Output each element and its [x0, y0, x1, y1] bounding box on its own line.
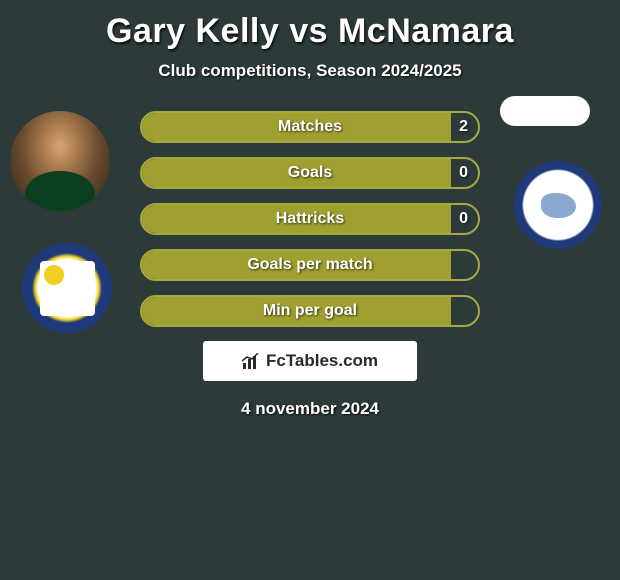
stat-row-gpm: Goals per match: [140, 249, 480, 281]
player-right-avatar: [500, 96, 590, 126]
stat-value: 0: [459, 159, 468, 187]
watermark-text: FcTables.com: [266, 351, 378, 371]
club-right-badge: [514, 161, 602, 249]
stat-value: 0: [459, 205, 468, 233]
watermark: FcTables.com: [203, 341, 417, 381]
stat-value: 2: [459, 113, 468, 141]
comparison-panel: Matches 2 Goals 0 Hattricks 0 Goals per …: [0, 111, 620, 419]
stat-label: Goals: [142, 159, 478, 187]
player-left-avatar: [10, 111, 110, 211]
stat-row-matches: Matches 2: [140, 111, 480, 143]
stat-label: Min per goal: [142, 297, 478, 325]
date-text: 4 november 2024: [0, 399, 620, 419]
subtitle: Club competitions, Season 2024/2025: [0, 61, 620, 81]
stat-row-hattricks: Hattricks 0: [140, 203, 480, 235]
stat-row-mpg: Min per goal: [140, 295, 480, 327]
stat-label: Matches: [142, 113, 478, 141]
stat-label: Hattricks: [142, 205, 478, 233]
stat-label: Goals per match: [142, 251, 478, 279]
stat-bars: Matches 2 Goals 0 Hattricks 0 Goals per …: [140, 111, 480, 327]
stat-row-goals: Goals 0: [140, 157, 480, 189]
chart-icon: [242, 353, 262, 369]
page-title: Gary Kelly vs McNamara: [0, 0, 620, 51]
club-left-badge: [22, 243, 112, 333]
